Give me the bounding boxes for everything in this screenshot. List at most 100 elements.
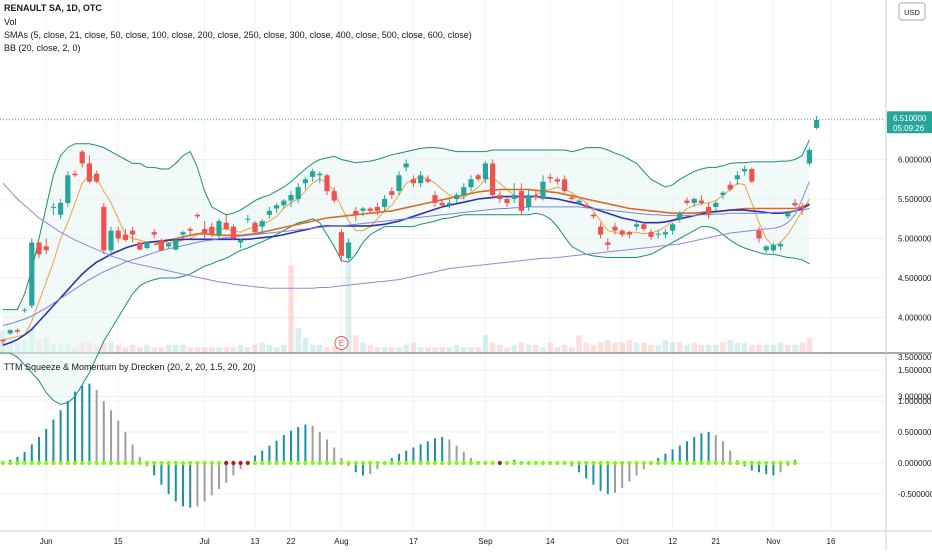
squeeze-dot bbox=[130, 460, 135, 466]
squeeze-dot bbox=[670, 460, 675, 466]
candle-body bbox=[403, 163, 409, 168]
candle-body bbox=[554, 179, 560, 182]
squeeze-dot bbox=[274, 460, 279, 466]
sma-legend[interactable]: SMAs (5, close, 21, close, 50, close, 10… bbox=[4, 30, 472, 40]
candle-body bbox=[504, 199, 510, 203]
volume-bar bbox=[475, 347, 481, 352]
time-tick-label: 12 bbox=[668, 537, 677, 546]
candle-body bbox=[569, 197, 575, 199]
candle-body bbox=[691, 199, 697, 203]
volume-bar bbox=[468, 347, 474, 352]
volume-bar bbox=[806, 337, 813, 352]
volume-bar bbox=[101, 342, 107, 352]
volume-bar bbox=[684, 344, 690, 352]
volume-bar bbox=[756, 344, 762, 352]
volume-bar bbox=[540, 347, 546, 352]
squeeze-dot bbox=[461, 460, 466, 466]
volume-bar bbox=[115, 344, 121, 352]
volume-bar bbox=[720, 342, 726, 352]
squeeze-dot bbox=[360, 460, 366, 466]
candle-body bbox=[367, 208, 373, 211]
volume-bar bbox=[230, 347, 237, 352]
volume-bar bbox=[137, 347, 143, 352]
candle-body bbox=[266, 210, 272, 215]
volume-bar bbox=[165, 344, 172, 352]
volume-legend[interactable]: Vol bbox=[4, 17, 17, 27]
sma-200-line bbox=[2, 181, 810, 289]
squeeze-dot bbox=[785, 460, 790, 466]
squeeze-dot bbox=[555, 460, 560, 466]
squeeze-dot bbox=[749, 460, 754, 466]
candle-body bbox=[583, 205, 589, 207]
candle-body bbox=[396, 175, 402, 192]
volume-bar bbox=[511, 344, 517, 352]
volume-bar bbox=[252, 344, 258, 352]
volume-bar bbox=[281, 344, 287, 352]
squeeze-dot bbox=[51, 460, 56, 466]
squeeze-dot bbox=[504, 460, 510, 466]
candle-body bbox=[324, 175, 330, 192]
squeeze-dot bbox=[382, 460, 387, 466]
candle-body bbox=[792, 202, 798, 206]
squeeze-dot bbox=[584, 460, 589, 466]
volume-bar bbox=[713, 344, 719, 352]
volume-bar bbox=[237, 344, 244, 352]
price-tick-label: 4.000000 bbox=[898, 314, 932, 323]
sma-100-line bbox=[2, 206, 810, 326]
squeeze-dot bbox=[80, 460, 85, 466]
indicator-legend[interactable]: TTM Squeeze & Momentum by Drecken (20, 2… bbox=[4, 362, 256, 372]
squeeze-dot bbox=[58, 460, 63, 466]
squeeze-dot bbox=[598, 460, 603, 466]
time-tick-label: 15 bbox=[114, 537, 123, 546]
time-tick-label: Sep bbox=[478, 537, 493, 546]
bollinger-legend[interactable]: BB (20, close, 2, 0) bbox=[4, 43, 81, 53]
volume-bar bbox=[345, 263, 352, 352]
squeeze-dot bbox=[8, 460, 13, 466]
candle-body bbox=[36, 242, 42, 255]
squeeze-dot bbox=[526, 460, 531, 466]
squeeze-dot bbox=[310, 460, 315, 466]
candle-body bbox=[281, 200, 287, 206]
candle-body bbox=[461, 187, 467, 196]
earnings-marker bbox=[334, 336, 349, 350]
squeeze-dot bbox=[317, 460, 322, 466]
candle-body bbox=[432, 195, 438, 203]
volume-bar bbox=[158, 347, 165, 352]
candle-body bbox=[662, 232, 668, 235]
candle-body bbox=[65, 175, 71, 203]
volume-bar bbox=[180, 344, 186, 352]
candle-body bbox=[29, 242, 35, 306]
candle-body bbox=[511, 195, 517, 199]
squeeze-dot bbox=[65, 460, 70, 466]
volume-bar bbox=[533, 344, 539, 352]
candle-body bbox=[288, 195, 294, 201]
squeeze-dot bbox=[224, 460, 229, 466]
candle-body bbox=[72, 173, 78, 176]
candle-body bbox=[130, 230, 136, 235]
candle-body bbox=[533, 195, 539, 198]
volume-bar bbox=[417, 347, 424, 352]
volume-bar bbox=[504, 347, 510, 352]
volume-bar bbox=[518, 342, 525, 352]
squeeze-dot bbox=[281, 460, 286, 466]
momentum-tick-label: -0.500000 bbox=[898, 490, 932, 499]
squeeze-dot bbox=[454, 460, 459, 466]
squeeze-dot bbox=[252, 460, 258, 466]
candle-body bbox=[562, 179, 568, 192]
candle-body bbox=[245, 218, 251, 220]
volume-bar bbox=[677, 342, 683, 352]
volume-bar bbox=[453, 344, 460, 352]
volume-bar bbox=[331, 347, 337, 352]
squeeze-dot bbox=[476, 460, 481, 466]
candle-body bbox=[720, 192, 726, 196]
squeeze-dot bbox=[346, 460, 351, 466]
volume-bar bbox=[216, 347, 222, 352]
symbol-legend[interactable]: RENAULT SA, 1D, OTC bbox=[4, 3, 102, 13]
candle-body bbox=[14, 330, 20, 332]
volume-bar bbox=[439, 347, 445, 352]
countdown-label: 05:09:26 bbox=[893, 124, 925, 133]
squeeze-dot bbox=[22, 460, 27, 466]
squeeze-dot bbox=[144, 460, 150, 466]
